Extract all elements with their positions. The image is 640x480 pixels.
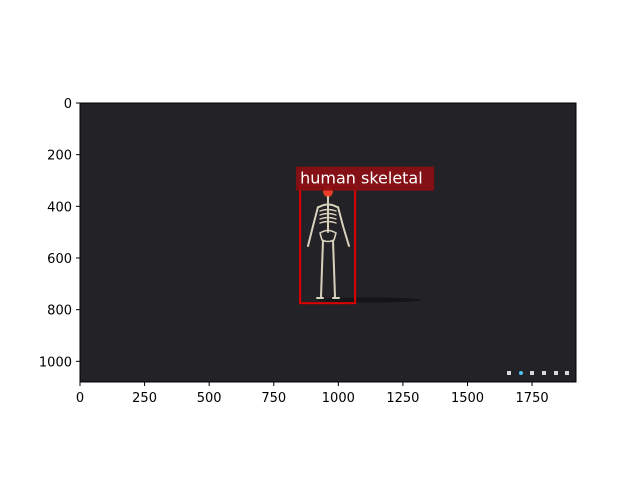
y-tick-label: 600 xyxy=(47,252,72,267)
plot-area xyxy=(80,103,576,382)
x-tick-label: 1250 xyxy=(386,391,419,406)
detection-label: human skeletal xyxy=(300,169,423,188)
x-tick-label: 750 xyxy=(261,391,286,406)
detections-layer: human skeletal xyxy=(79,102,577,383)
rib xyxy=(319,212,337,216)
viewer-toolbar xyxy=(507,371,569,375)
y-tick-label: 800 xyxy=(47,304,72,319)
maximize-icon xyxy=(565,371,569,375)
x-tick-label: 500 xyxy=(197,391,222,406)
x-tick-label: 250 xyxy=(132,391,157,406)
left-leg xyxy=(320,240,324,298)
expand-icon xyxy=(542,371,546,375)
right-arm xyxy=(337,206,350,247)
right-leg xyxy=(332,240,336,298)
x-tick-label: 0 xyxy=(76,391,84,406)
detection-label-bg xyxy=(296,166,435,191)
y-axis: 0 200 400 600 800 1000 xyxy=(39,97,80,370)
image-background xyxy=(80,103,576,382)
x-tick-label: 1000 xyxy=(322,391,355,406)
settings-icon xyxy=(519,371,523,375)
x-axis: 0 250 500 750 1000 1250 1500 1750 xyxy=(76,382,549,406)
rib xyxy=(319,208,337,212)
clavicle xyxy=(318,203,338,208)
fullscreen-icon xyxy=(554,371,558,375)
x-tick-label: 1750 xyxy=(516,391,549,406)
rib xyxy=(319,216,337,220)
y-tick-label: 0 xyxy=(64,97,72,112)
left-arm xyxy=(307,206,319,247)
pelvis xyxy=(319,229,337,243)
y-tick-label: 400 xyxy=(47,200,72,215)
dot-icon xyxy=(530,371,534,375)
question-icon xyxy=(507,371,511,375)
plot-frame xyxy=(79,102,577,383)
floor-shadow xyxy=(318,297,422,303)
y-tick-label: 1000 xyxy=(39,355,72,370)
x-tick-label: 1500 xyxy=(451,391,484,406)
rib xyxy=(319,220,337,224)
y-tick-label: 200 xyxy=(47,149,72,164)
